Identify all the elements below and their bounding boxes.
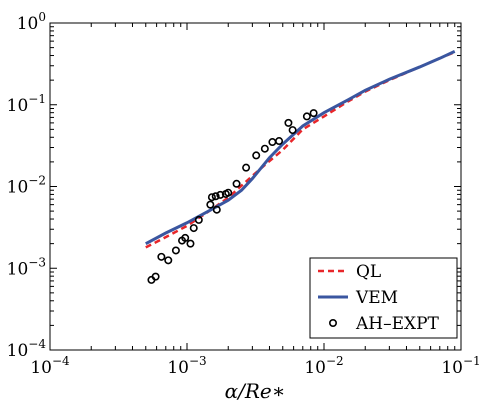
x-tick-label-exponent: −3 [189,354,207,368]
y-tick-label-exponent: −4 [28,337,46,351]
legend-label-ql: QL [356,262,381,282]
x-tick-label: 10−2 [304,354,343,378]
x-tick-label-exponent: −2 [326,354,344,368]
x-axis-ticks: 10−4 10−3 10−2 10−1 [30,23,481,378]
y-tick-label: 10−4 [7,337,47,361]
data-point-ah-expt [207,193,216,202]
x-tick-label-base: 10 [441,358,463,378]
y-tick-label-exponent: −2 [28,174,46,188]
x-tick-label-exponent: −1 [463,354,481,368]
y-tick-label-exponent: 0 [38,10,46,24]
data-point-ah-expt [302,112,311,121]
x-tick-label-base: 10 [167,358,189,378]
x-tick-label: 10−1 [441,354,480,378]
data-point-ah-expt [194,215,203,224]
legend-marker-ah-expt [328,318,337,327]
data-point-ah-expt [284,118,293,127]
data-point-ah-expt [212,205,221,214]
data-point-ah-expt [309,109,318,118]
y-tick-label: 100 [17,10,46,34]
x-tick-label: 10−3 [167,354,206,378]
y-tick-label-base: 10 [7,178,29,198]
y-tick-label-exponent: −3 [28,255,46,269]
data-point-ah-expt [232,179,241,188]
data-point-ah-expt [242,163,251,172]
y-tick-label-base: 10 [7,96,29,116]
data-point-ah-expt [275,137,284,146]
series-layer [145,49,456,284]
x-tick-label-base: 10 [30,358,52,378]
y-tick-label: 10−3 [7,255,46,279]
legend: QL VEM AH–EXPT [309,257,458,339]
data-point-ah-expt [252,151,261,160]
data-point-ah-expt [224,188,233,197]
y-tick-label-base: 10 [17,14,39,34]
data-point-ah-expt [206,200,215,209]
y-tick-label: 10−2 [7,174,46,198]
x-tick-label-exponent: −4 [52,354,70,368]
data-point-ah-expt [181,233,190,242]
data-point-ah-expt [189,224,198,233]
series-line-vem [145,49,456,245]
x-tick-label-base: 10 [304,358,326,378]
data-point-ah-expt [186,239,195,248]
y-tick-label: 10−1 [7,92,46,116]
data-point-ah-expt [260,144,269,153]
data-point-ah-expt [288,126,297,135]
legend-label-ah-expt: AH–EXPT [355,314,440,334]
y-tick-label-exponent: −1 [28,92,46,106]
x-axis-label: α/Re∗ [225,379,286,403]
data-point-ah-expt [211,192,220,201]
x-tick-label: 10−4 [30,354,70,378]
data-point-ah-expt [157,252,166,261]
y-tick-label-base: 10 [7,341,29,361]
legend-label-vem: VEM [355,288,398,308]
data-point-ah-expt [164,256,173,265]
data-point-ah-expt [151,272,160,281]
data-point-ah-expt [171,246,180,255]
y-tick-label-base: 10 [7,259,29,279]
